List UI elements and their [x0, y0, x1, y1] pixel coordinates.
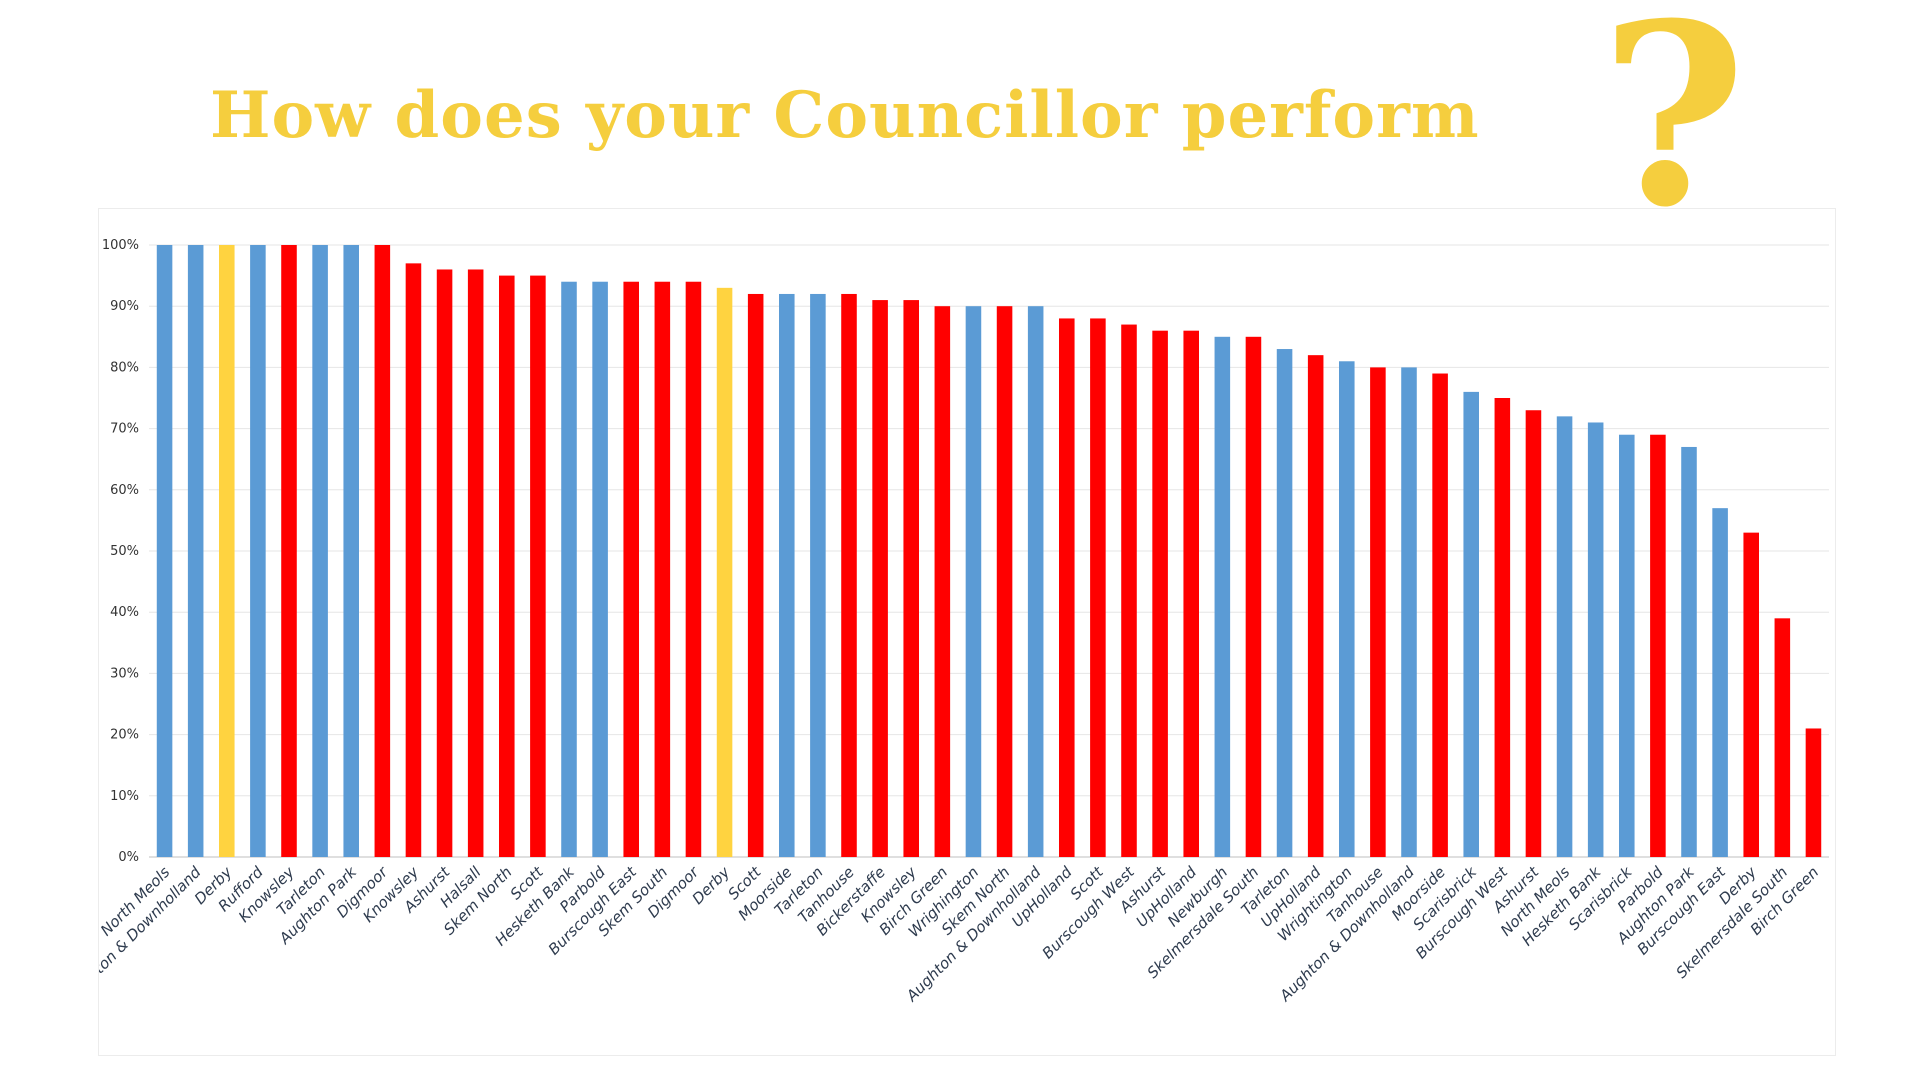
bar: [156, 245, 173, 857]
bar: [1370, 367, 1386, 857]
bar: [841, 293, 857, 858]
bar: [405, 263, 422, 857]
bar: [312, 245, 328, 857]
bar: [1432, 373, 1448, 857]
y-tick-label: 100%: [102, 238, 139, 253]
y-tick-label: 50%: [110, 544, 139, 559]
bar: [903, 300, 919, 857]
bar: [1401, 367, 1417, 857]
bar: [872, 300, 888, 857]
bar: [1463, 391, 1479, 857]
bar: [1027, 306, 1044, 857]
bar: [1587, 422, 1604, 857]
bar: [1276, 349, 1293, 857]
chart-frame: 0% 10% 20% 30% 40% 50% 60% 70% 80% 90% 100% North M…: [98, 208, 1836, 1056]
bar: [1339, 361, 1355, 857]
bar: [1245, 336, 1262, 857]
y-tick-label: 80%: [110, 360, 139, 375]
bar: [592, 281, 608, 858]
bar: [1619, 434, 1635, 857]
y-tick-label: 20%: [110, 728, 139, 743]
bar: [281, 245, 297, 857]
bar: [374, 245, 391, 857]
question-mark-graphic: ?: [1600, 0, 1747, 262]
bar: [1805, 728, 1822, 857]
bar: [1681, 446, 1697, 857]
y-tick-label: 10%: [110, 789, 139, 804]
bar: [1774, 618, 1791, 857]
bar: [530, 275, 546, 858]
bar: [779, 293, 795, 858]
bar: [499, 275, 515, 858]
y-tick-label: 40%: [110, 605, 139, 620]
y-tick-label: 70%: [110, 422, 139, 437]
bar: [1307, 355, 1324, 857]
bar: [1059, 318, 1075, 857]
bar: [187, 245, 204, 857]
y-tick-label: 0%: [118, 850, 139, 865]
bar: [716, 287, 733, 858]
bar: [996, 306, 1013, 857]
bar: [1214, 336, 1231, 857]
chart-title: How does your Councillor perform: [210, 78, 1480, 153]
bar: [810, 293, 826, 858]
bar: [1650, 434, 1666, 857]
bar: [1152, 330, 1168, 857]
bar: [1556, 416, 1573, 857]
bar: [1121, 324, 1137, 857]
y-tick-label: 90%: [110, 299, 139, 314]
bar: [623, 281, 639, 858]
bar: [343, 245, 359, 857]
bar: [747, 293, 764, 858]
y-tick-label: 30%: [110, 666, 139, 681]
bar: [561, 281, 577, 858]
bar: [1090, 318, 1106, 857]
bar: [219, 245, 235, 857]
bar: [1494, 398, 1511, 857]
bar: [436, 269, 453, 858]
bar: [1712, 508, 1728, 857]
bar: [1525, 410, 1542, 857]
y-tick-label: 60%: [110, 483, 139, 498]
bar: [965, 306, 982, 857]
bar: [1743, 532, 1759, 857]
bar: [654, 281, 671, 858]
bar: [250, 245, 266, 857]
bar: [467, 269, 484, 858]
councillor-performance-bar-chart: 0%10%20%30%40%50%60%70%80%90%100%North M…: [99, 238, 1829, 1005]
bar: [934, 306, 951, 857]
bar: [685, 281, 702, 858]
bar: [1183, 330, 1199, 857]
